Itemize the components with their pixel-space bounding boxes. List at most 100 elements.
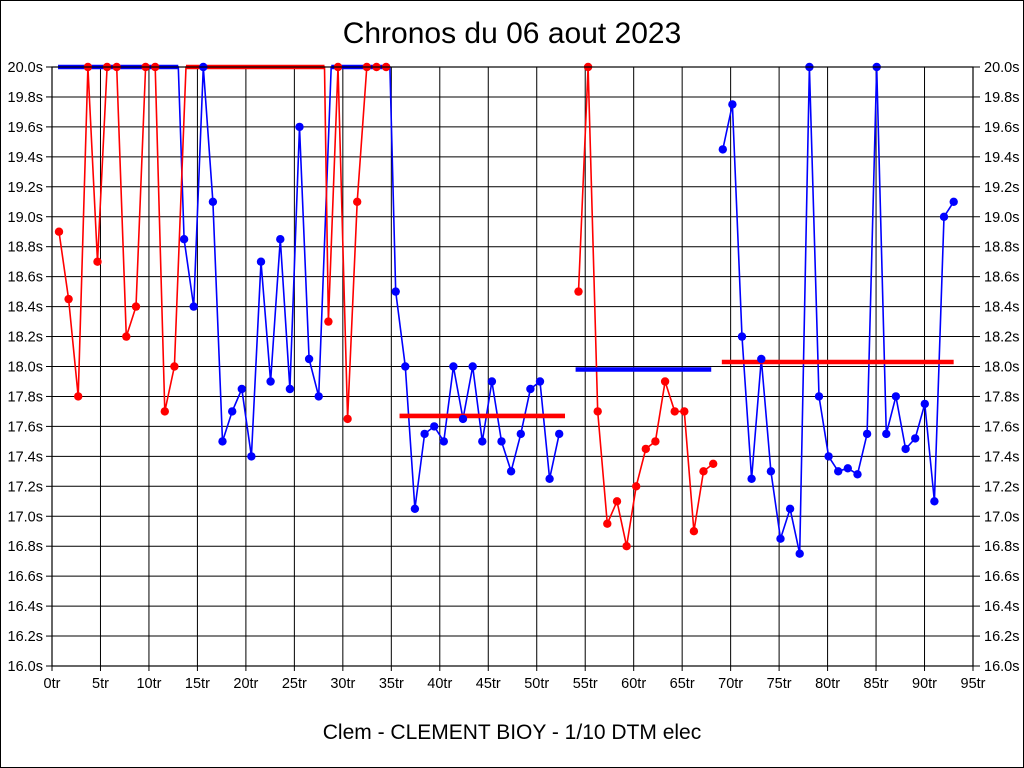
x-axis-label: 70tr xyxy=(718,676,743,692)
y-axis-label-right: 18.8s xyxy=(984,240,1019,256)
x-axis-label: 55tr xyxy=(573,676,598,692)
chart-subtitle: Clem - CLEMENT BIOY - 1/10 DTM elec xyxy=(323,721,701,744)
y-axis-label-right: 18.4s xyxy=(984,300,1019,316)
driver-red-data-point xyxy=(651,437,660,446)
driver-blue-data-point xyxy=(795,549,804,558)
axis-ticks-and-labels: 20.0s 20.0s 19.8s 19.8s 19.6s 19.6s 19.4s 19.4s… xyxy=(8,60,1020,692)
driver-red-data-point xyxy=(593,407,602,416)
driver-blue-data-point xyxy=(516,429,525,439)
driver-blue-data-point xyxy=(814,392,824,401)
y-axis-label-right: 17.6s xyxy=(984,419,1019,435)
driver-blue-data-point xyxy=(391,287,400,296)
driver-blue-data-point xyxy=(718,145,727,154)
driver-red-data-point xyxy=(709,459,718,468)
driver-blue-data-point xyxy=(545,474,554,483)
y-axis-label-left: 17.2s xyxy=(8,479,43,495)
y-axis-label-right: 17.4s xyxy=(984,449,1019,465)
driver-blue-data-point xyxy=(497,437,506,446)
driver-blue-data-point xyxy=(285,384,295,394)
y-axis-label-left: 19.4s xyxy=(8,150,43,166)
x-axis-label: 90tr xyxy=(912,676,937,692)
driver-blue-data-point xyxy=(228,407,237,416)
driver-blue-data-point xyxy=(430,422,439,431)
y-axis-label-left: 19.2s xyxy=(8,180,43,196)
x-axis-label: 95tr xyxy=(961,676,986,692)
driver-red-data-point xyxy=(574,287,583,296)
driver-red-data-point xyxy=(54,227,64,236)
x-axis-label: 30tr xyxy=(330,676,355,692)
y-axis-label-left: 18.2s xyxy=(8,330,43,346)
driver-blue-data-point xyxy=(824,452,833,461)
x-axis-label: 20tr xyxy=(233,676,258,692)
driver-blue-data-point xyxy=(247,452,256,461)
y-axis-label-right: 16.8s xyxy=(984,539,1019,555)
driver-blue-data-point xyxy=(276,235,285,244)
driver-blue-data-point xyxy=(834,467,843,476)
driver-red-data-point xyxy=(612,497,622,506)
driver-red-data-point xyxy=(122,332,131,341)
driver-blue-data-point xyxy=(526,384,535,394)
plot-frame xyxy=(51,66,974,667)
y-axis-label-left: 17.0s xyxy=(8,509,43,525)
y-axis-label-right: 19.2s xyxy=(984,180,1019,196)
driver-blue-data-point xyxy=(555,429,564,439)
y-axis-label-right: 18.2s xyxy=(984,330,1019,346)
x-axis-label: 15tr xyxy=(185,676,210,692)
driver-blue-data-point xyxy=(208,197,218,206)
x-axis-label: 45tr xyxy=(476,676,501,692)
driver-red-data-point xyxy=(603,519,612,528)
driver-blue-data-point xyxy=(506,467,516,476)
gridlines xyxy=(51,66,974,667)
y-axis-label-left: 16.4s xyxy=(8,599,43,615)
y-axis-label-left: 16.8s xyxy=(8,539,43,555)
driver-red-data-point xyxy=(343,414,352,424)
driver-red-data-point xyxy=(670,407,679,416)
driver-blue-data-point xyxy=(776,534,785,543)
y-axis-label-left: 20.0s xyxy=(8,60,43,76)
y-axis-label-left: 18.6s xyxy=(8,270,43,286)
x-axis-label: 0tr xyxy=(44,676,61,692)
driver-blue-data-point xyxy=(891,392,901,401)
y-axis-label-left: 16.6s xyxy=(8,569,43,585)
y-axis-label-right: 20.0s xyxy=(984,60,1019,76)
y-axis-label-right: 17.0s xyxy=(984,509,1019,525)
driver-red-data-point xyxy=(660,377,670,386)
driver-blue-data-point xyxy=(218,437,227,446)
driver-blue-data-point xyxy=(237,384,246,394)
y-axis-label-left: 17.6s xyxy=(8,419,43,435)
driver-red-line xyxy=(58,66,387,419)
driver-blue-data-point xyxy=(304,354,314,364)
y-axis-label-left: 18.0s xyxy=(8,360,43,376)
x-axis-label: 80tr xyxy=(815,676,840,692)
driver-red-data-point xyxy=(622,542,631,551)
y-axis-label-right: 19.0s xyxy=(984,210,1019,226)
y-axis-label-right: 19.8s xyxy=(984,90,1019,106)
y-axis-label-left: 19.6s xyxy=(8,120,43,136)
driver-red-data-point xyxy=(93,257,102,266)
driver-blue-data-point xyxy=(468,362,477,371)
driver-blue-data-point xyxy=(911,434,920,443)
x-axis-label: 35tr xyxy=(379,676,404,692)
x-axis-label: 10tr xyxy=(136,676,161,692)
driver-blue-data-point xyxy=(920,399,929,409)
driver-blue-data-point xyxy=(449,362,458,371)
driver-blue-data-point xyxy=(179,235,189,244)
driver-blue-data-point xyxy=(420,429,429,439)
y-axis-label-left: 19.8s xyxy=(8,90,43,106)
driver-blue-data-point xyxy=(862,429,872,439)
driver-blue-data-point xyxy=(728,100,737,109)
driver-blue-data-point xyxy=(737,332,747,341)
driver-blue-data-point xyxy=(949,197,958,206)
driver-blue-data-point xyxy=(256,257,266,266)
y-axis-label-right: 18.6s xyxy=(984,270,1019,286)
driver-blue-data-point xyxy=(747,474,756,483)
driver-red-data-point xyxy=(324,317,333,326)
driver-blue-data-point xyxy=(458,414,468,424)
driver-blue-data-point xyxy=(478,437,487,446)
y-axis-label-right: 18.0s xyxy=(984,360,1019,376)
driver-red-data-point xyxy=(641,444,650,454)
y-axis-label-left: 19.0s xyxy=(8,210,43,226)
driver-red-data-point xyxy=(131,302,141,311)
